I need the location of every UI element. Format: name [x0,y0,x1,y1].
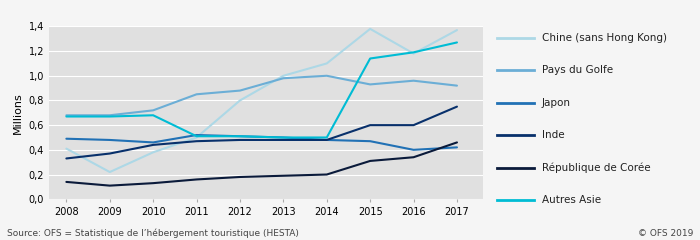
Text: © OFS 2019: © OFS 2019 [638,228,693,238]
Pays du Golfe [149,109,158,112]
Pays du Golfe [193,93,201,96]
Chine (sans Hong Kong) [279,74,288,77]
Y-axis label: Millions: Millions [13,92,23,134]
Pays du Golfe [453,84,461,87]
Pays du Golfe [410,79,418,82]
Text: Chine (sans Hong Kong): Chine (sans Hong Kong) [542,33,666,43]
Chine (sans Hong Kong) [366,27,375,30]
Chine (sans Hong Kong) [149,151,158,154]
Text: Pays du Golfe: Pays du Golfe [542,65,612,75]
Autres Asie [366,57,375,60]
Line: Chine (sans Hong Kong): Chine (sans Hong Kong) [66,29,457,172]
Inde [279,138,288,141]
Autres Asie [149,114,158,117]
Text: Source: OFS = Statistique de l’hébergement touristique (HESTA): Source: OFS = Statistique de l’hébergeme… [7,228,299,238]
Autres Asie [410,51,418,54]
Pays du Golfe [236,89,244,92]
Autres Asie [236,135,244,138]
Inde [193,140,201,143]
Pays du Golfe [106,114,114,117]
République de Corée [62,180,71,183]
Japon [193,134,201,137]
Line: Autres Asie: Autres Asie [66,42,457,138]
Japon [410,148,418,151]
République de Corée [323,173,331,176]
Autres Asie [106,115,114,118]
Autres Asie [323,136,331,139]
Japon [236,135,244,138]
Japon [323,138,331,141]
Text: République de Corée: République de Corée [542,162,650,173]
République de Corée [193,178,201,181]
Autres Asie [279,136,288,139]
Text: Inde: Inde [542,130,564,140]
Line: République de Corée: République de Corée [66,142,457,186]
Chine (sans Hong Kong) [193,136,201,139]
Line: Japon: Japon [66,135,457,150]
Text: Autres Asie: Autres Asie [542,195,601,205]
République de Corée [453,141,461,144]
Line: Pays du Golfe: Pays du Golfe [66,76,457,115]
République de Corée [279,174,288,177]
Japon [279,136,288,139]
Pays du Golfe [323,74,331,77]
Inde [366,124,375,126]
République de Corée [149,182,158,185]
Japon [106,138,114,141]
République de Corée [236,175,244,178]
Chine (sans Hong Kong) [106,171,114,174]
Chine (sans Hong Kong) [410,52,418,55]
Chine (sans Hong Kong) [236,99,244,102]
Japon [149,141,158,144]
Japon [453,146,461,149]
Inde [106,152,114,155]
Inde [410,124,418,126]
Autres Asie [453,41,461,44]
Inde [236,138,244,141]
Text: Japon: Japon [542,98,570,108]
Autres Asie [193,135,201,138]
Chine (sans Hong Kong) [323,62,331,65]
République de Corée [410,156,418,159]
Pays du Golfe [366,83,375,86]
Line: Inde: Inde [66,107,457,158]
République de Corée [106,184,114,187]
Autres Asie [62,115,71,118]
Japon [366,140,375,143]
Inde [62,157,71,160]
République de Corée [366,160,375,162]
Inde [323,138,331,141]
Chine (sans Hong Kong) [62,147,71,150]
Inde [149,144,158,146]
Chine (sans Hong Kong) [453,29,461,31]
Pays du Golfe [279,77,288,80]
Japon [62,137,71,140]
Inde [453,105,461,108]
Pays du Golfe [62,114,71,117]
